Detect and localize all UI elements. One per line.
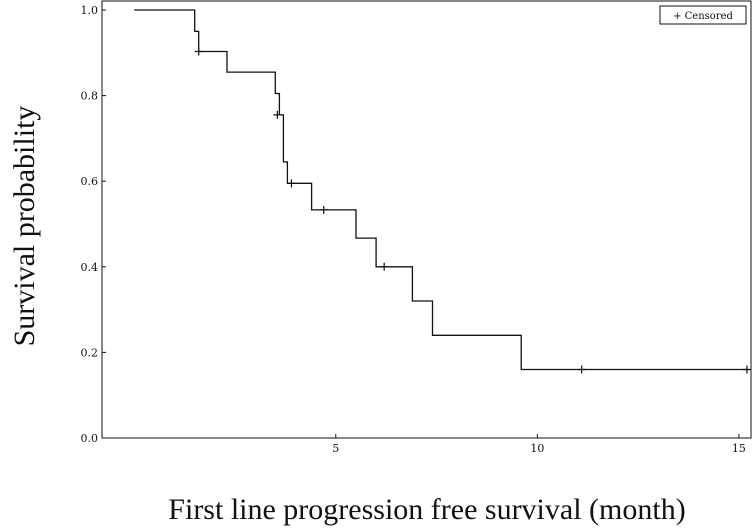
- survival-step-line: [134, 9, 747, 371]
- censored-mark-2: [287, 179, 296, 188]
- censored-mark-6: [742, 365, 751, 374]
- x-tick-label-0: 5: [332, 442, 339, 455]
- y-axis-ticks: 0.0 0.2 0.4 0.6 0.8 1.0: [81, 4, 106, 445]
- y-tick-label-1: 0.2: [81, 346, 99, 359]
- x-tick-label-1: 10: [530, 442, 544, 455]
- censored-mark-3: [319, 205, 328, 214]
- censored-mark-1: [273, 110, 282, 119]
- y-tick-label-5: 1.0: [81, 4, 99, 17]
- y-tick-label-3: 0.6: [81, 175, 99, 188]
- x-tick-label-2: 15: [732, 442, 746, 455]
- legend-box: [659, 5, 747, 25]
- x-axis-title: First line progression free survival (mo…: [168, 493, 685, 526]
- censored-mark-0: [194, 47, 203, 56]
- y-tick-label-4: 0.8: [81, 90, 99, 103]
- legend-label: + Censored: [673, 11, 733, 22]
- y-tick-label-2: 0.4: [81, 261, 99, 274]
- censored-marks: [194, 47, 751, 374]
- legend: + Censored: [659, 5, 747, 25]
- censored-mark-5: [577, 365, 586, 374]
- plot-frame: [101, 0, 752, 439]
- y-tick-label-0: 0.0: [81, 432, 99, 445]
- x-axis-ticks: 5 10 15: [332, 434, 746, 455]
- censored-mark-4: [380, 262, 389, 271]
- y-axis-title: Survival probability: [8, 106, 41, 347]
